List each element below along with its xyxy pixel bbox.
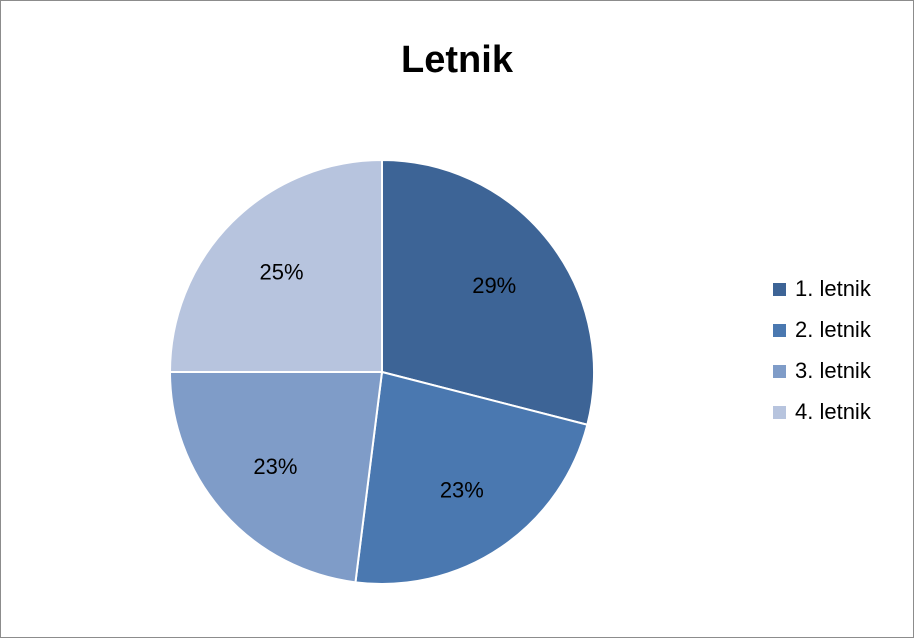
pie-slice-3 [168, 371, 384, 584]
legend-item-4: 4. letnik [773, 398, 871, 426]
chart-title: Letnik [401, 39, 513, 81]
legend-label: 1. letnik [795, 276, 871, 301]
slice-label-1: 29% [472, 273, 516, 298]
slice-label-2: 23% [440, 477, 484, 502]
legend-item-3: 3. letnik [773, 357, 871, 385]
legend-swatch [773, 282, 786, 296]
slice-label-4: 25% [260, 260, 304, 285]
legend: 1. letnik 2. letnik 3. letnik 4. letnik [773, 275, 871, 439]
legend-swatch [773, 405, 786, 419]
legend-swatch [773, 323, 786, 337]
pie-labels: 29% 23% 23% 25% [253, 260, 516, 503]
pie-slices [168, 158, 595, 585]
legend-label: 3. letnik [795, 358, 871, 383]
slice-label-3: 23% [253, 454, 297, 479]
legend-item-1: 1. letnik [773, 275, 871, 303]
legend-label: 2. letnik [795, 317, 871, 342]
legend-item-2: 2. letnik [773, 316, 871, 344]
pie-slice-1 [381, 158, 595, 426]
legend-swatch [773, 364, 786, 378]
pie-slice-4 [168, 158, 383, 373]
pie-slice-2 [354, 370, 589, 585]
legend-label: 4. letnik [795, 399, 871, 424]
